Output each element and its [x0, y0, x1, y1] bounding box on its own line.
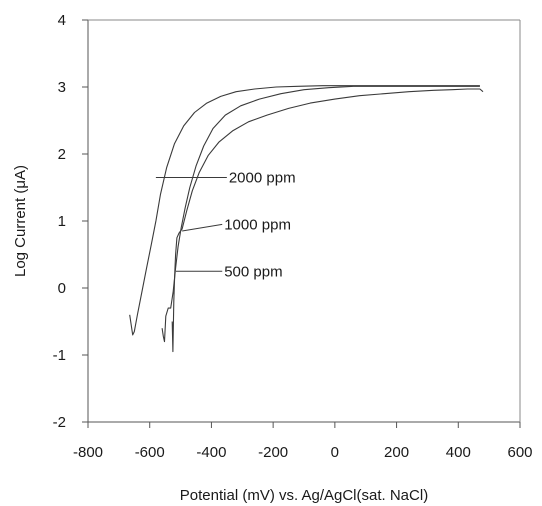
x-axis-title: Potential (mV) vs. Ag/AgCl(sat. NaCl) [180, 487, 428, 504]
y-tick-label: -1 [53, 347, 66, 364]
annotation-label-1000-ppm: 1000 ppm [224, 216, 291, 233]
plot-frame [87, 19, 521, 423]
y-tick-label: 3 [58, 79, 66, 96]
y-tick-label: 1 [58, 213, 66, 230]
x-tick-label: -600 [135, 444, 165, 461]
x-tick-label: 0 [331, 444, 339, 461]
x-ticks: -800 -600 -400 -200 0 200 400 600 [73, 422, 533, 461]
y-tick-label: 0 [58, 280, 66, 297]
annotation-leader-1000-ppm [182, 223, 223, 232]
series-layer [129, 85, 484, 353]
y-axis-title: Log Current (μA) [12, 165, 29, 277]
x-tick-label: 600 [507, 444, 532, 461]
y-tick-label: 4 [58, 12, 66, 29]
annotation-layer: 2000 ppm 1000 ppm 500 ppm [155, 169, 296, 280]
y-ticks: -2 -1 0 1 2 3 4 [53, 12, 88, 431]
y-tick-label: 2 [58, 146, 66, 163]
x-tick-label: -800 [73, 444, 103, 461]
x-tick-label: -400 [196, 444, 226, 461]
x-tick-label: 200 [384, 444, 409, 461]
annotation-label-2000-ppm: 2000 ppm [229, 169, 296, 186]
annotation-label-500-ppm: 500 ppm [224, 263, 282, 280]
series-line-500-ppm [171, 88, 484, 353]
series-line-2000-ppm [129, 85, 480, 336]
x-tick-label: 400 [446, 444, 471, 461]
x-tick-label: -200 [258, 444, 288, 461]
series-line-1000-ppm [161, 85, 480, 343]
y-tick-label: -2 [53, 414, 66, 431]
